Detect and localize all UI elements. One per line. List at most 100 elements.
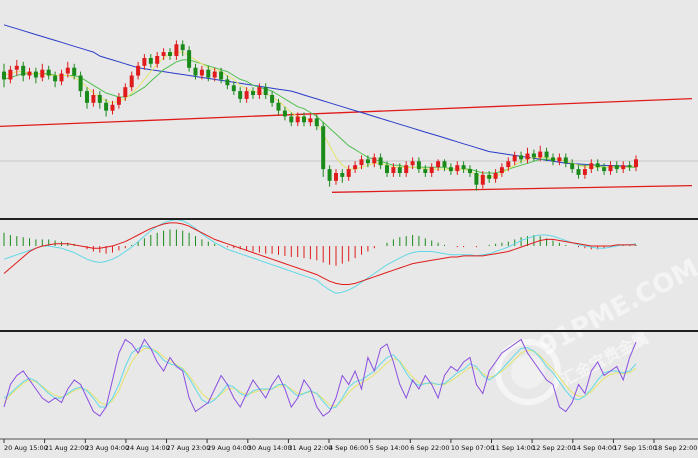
macd-line <box>3 219 637 294</box>
candle-body <box>397 167 402 173</box>
ma-yellow-line <box>3 51 637 178</box>
stoch-d-line <box>3 345 637 410</box>
candle-body <box>238 91 243 99</box>
time-tick-label: 23 Aug 04:00 <box>85 444 129 452</box>
candle-body <box>104 102 109 111</box>
candle-body <box>608 165 613 172</box>
time-tick-label: 4 Sep 06:00 <box>329 444 368 452</box>
candle-body <box>136 65 141 76</box>
candle-body <box>40 69 45 78</box>
candle-body <box>199 69 204 76</box>
candle-body <box>155 56 160 64</box>
candle-body <box>46 69 51 76</box>
channel-bottom-line <box>331 184 693 193</box>
candle-body <box>97 95 102 103</box>
candle-body <box>595 163 600 168</box>
candle-body <box>582 169 587 175</box>
stochastic-panel <box>3 338 637 417</box>
candle-body <box>538 151 543 158</box>
candle-body <box>525 153 530 160</box>
time-tick-label: 6 Sep 22:00 <box>410 444 449 452</box>
candle-body <box>455 165 460 172</box>
candle-body <box>461 165 466 170</box>
candle-body <box>359 159 364 166</box>
candle-body <box>372 157 377 164</box>
watermark-logo-core <box>511 355 545 389</box>
stoch-k-line <box>3 338 637 417</box>
candle-body <box>193 67 198 76</box>
candle-body <box>531 153 536 158</box>
candle-body <box>263 87 268 95</box>
time-tick-label: 12 Sep 22:00 <box>532 444 575 452</box>
candle-body <box>423 169 428 173</box>
candle-body <box>123 87 128 97</box>
candle-body <box>21 65 26 76</box>
candle-body <box>327 169 332 181</box>
candle-body <box>346 169 351 177</box>
candle-body <box>129 75 134 88</box>
candle-body <box>480 174 485 185</box>
candle-body <box>436 161 441 168</box>
candle-body <box>168 52 172 56</box>
candle-body <box>487 174 492 179</box>
candle-body <box>33 71 38 78</box>
macd-signal-line <box>3 222 636 285</box>
candle-body <box>576 169 581 175</box>
candle-body <box>634 159 638 168</box>
candle-body <box>8 69 13 80</box>
channel-top-line <box>0 97 693 128</box>
time-tick-label: 21 Aug 22:00 <box>45 444 89 452</box>
candle-body <box>544 151 549 158</box>
candle-body <box>404 165 409 173</box>
candle-body <box>212 71 217 78</box>
candle-body <box>289 116 294 123</box>
time-tick-label: 10 Sep 07:00 <box>451 444 494 452</box>
candle-body <box>206 69 211 78</box>
candle-body <box>225 79 230 86</box>
candle-body <box>563 157 568 164</box>
candle-body <box>231 85 236 92</box>
candle-body <box>276 102 281 111</box>
candle-body <box>391 167 396 173</box>
candle-body <box>621 165 626 170</box>
candle-body <box>570 163 575 170</box>
ma-fast-line <box>3 59 636 174</box>
time-tick-label: 27 Aug 23:00 <box>167 444 211 452</box>
candle-body <box>557 157 562 162</box>
candle-body <box>251 91 255 95</box>
candle-body <box>78 75 83 92</box>
candle-body <box>142 58 147 66</box>
time-tick-label: 5 Sep 14:00 <box>370 444 409 452</box>
candle-body <box>116 97 121 105</box>
candle-body <box>161 52 166 56</box>
candle-body <box>340 173 345 177</box>
candle-body <box>53 75 58 82</box>
time-tick-label: 11 Sep 14:00 <box>492 444 535 452</box>
candle-body <box>187 50 192 68</box>
candle-body <box>468 169 472 173</box>
candle-body <box>14 65 19 70</box>
candle-body <box>448 167 453 172</box>
time-tick-label: 24 Aug 14:00 <box>126 444 170 452</box>
candle-body <box>589 163 594 170</box>
candle-body <box>219 71 224 80</box>
candle-body <box>627 165 632 168</box>
candle-body <box>308 118 313 123</box>
candle-body <box>385 165 389 173</box>
time-tick-label: 31 Aug 22:00 <box>288 444 332 452</box>
candle-body <box>85 91 89 103</box>
candle-body <box>353 165 358 170</box>
candle-body <box>512 155 517 162</box>
candle-body <box>180 44 185 51</box>
candle-body <box>551 157 555 162</box>
candle-body <box>493 173 498 179</box>
time-tick-label: 29 Aug 04:00 <box>207 444 251 452</box>
candle-body <box>148 58 153 64</box>
candle-body <box>416 161 421 170</box>
candle-body <box>270 95 275 103</box>
candle-body <box>244 91 249 99</box>
candle-body <box>499 167 504 173</box>
candle-body <box>442 161 447 168</box>
time-tick-label: 17 Sep 15:00 <box>613 444 656 452</box>
